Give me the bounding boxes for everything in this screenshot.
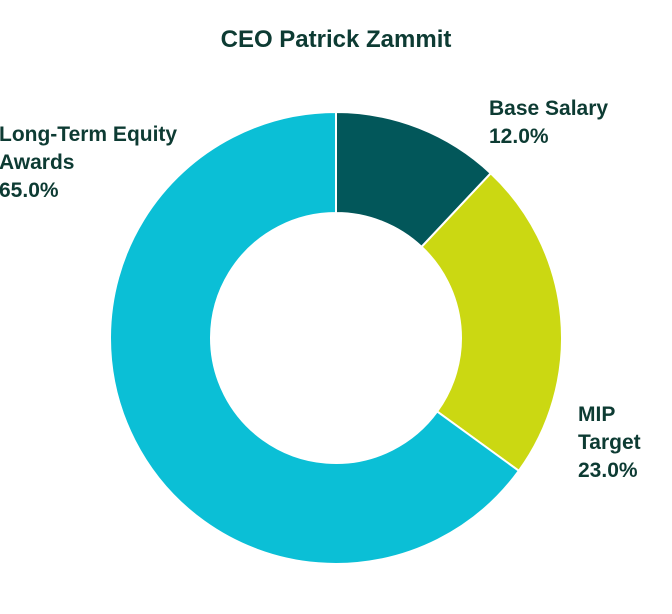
slice-label-mip-target-value: 23.0% bbox=[578, 459, 638, 482]
chart-title: CEO Patrick Zammit bbox=[220, 26, 452, 53]
donut-slice-long-term-equity-awards bbox=[109, 110, 521, 565]
donut-slice-mip-target bbox=[420, 171, 563, 473]
slice-label-long-term-equity: Long-Term Equity Awards 65.0% bbox=[0, 121, 177, 205]
slice-label-base-salary-name: Base Salary bbox=[489, 97, 609, 120]
slice-label-mip-target-name-line1: MIP bbox=[578, 403, 616, 426]
slice-label-long-term-equity-value: 65.0% bbox=[0, 179, 59, 202]
slice-label-long-term-equity-name-line1: Long-Term Equity bbox=[0, 123, 178, 146]
slice-label-base-salary-value: 12.0% bbox=[489, 125, 549, 148]
slice-label-long-term-equity-name-line2: Awards bbox=[0, 151, 75, 174]
slice-label-mip-target-name-line2: Target bbox=[578, 431, 641, 454]
slice-label-mip-target: MIP Target 23.0% bbox=[578, 401, 641, 485]
slice-label-base-salary: Base Salary 12.0% bbox=[489, 95, 608, 151]
